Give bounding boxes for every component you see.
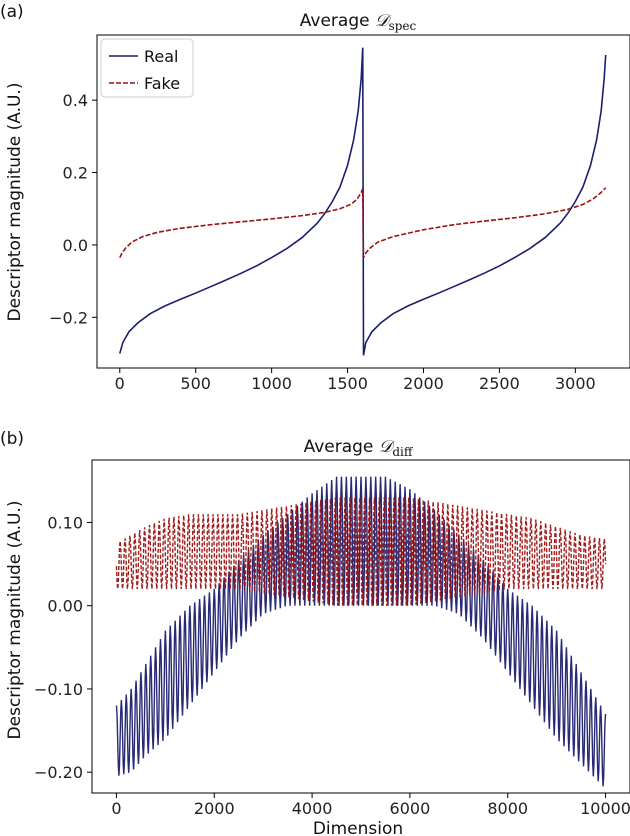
- chart-title-b-subscript: diff: [392, 445, 414, 459]
- series-line-fake: [119, 187, 607, 258]
- y-tick-label: −0.10: [34, 680, 83, 699]
- y-tick-label: 0.4: [63, 91, 88, 110]
- y-tick-label: 0.10: [47, 513, 83, 532]
- y-axis-label-b: Descriptor magnitude (A.U.): [5, 501, 25, 740]
- chart-title-a-symbol: 𝒟: [375, 11, 392, 31]
- x-tick-label: 1000: [251, 374, 292, 393]
- x-tick-label: 0: [111, 799, 121, 818]
- panel-diff-chart: (b) Average 𝒟diff Descriptor magnitude (…: [0, 429, 630, 836]
- plot-area-b: [115, 476, 607, 787]
- chart-title-a-prefix: Average: [300, 11, 375, 31]
- y-tick-label: 0.2: [63, 164, 88, 183]
- x-ticks-b: 0 2000 4000 6000 8000 10000: [111, 793, 630, 818]
- series-line-fake: [115, 497, 607, 606]
- y-ticks-b: −0.20 −0.10 0.00 0.10: [34, 513, 92, 782]
- panel-label-a: (a): [0, 2, 24, 22]
- x-tick-label: 500: [180, 374, 211, 393]
- y-tick-label: −0.20: [34, 763, 83, 782]
- legend: Real Fake: [100, 38, 194, 98]
- y-tick-label: −0.2: [49, 308, 88, 327]
- x-tick-label: 6000: [390, 799, 431, 818]
- chart-title-a: Average 𝒟spec: [300, 11, 417, 33]
- x-tick-label: 8000: [487, 799, 528, 818]
- chart-title-b-symbol: 𝒟: [379, 437, 396, 457]
- chart-title-a-subscript: spec: [389, 19, 417, 33]
- x-tick-label: 2000: [194, 799, 235, 818]
- y-ticks-a: −0.2 0.0 0.2 0.4: [49, 91, 97, 327]
- x-tick-label: 2500: [479, 374, 520, 393]
- x-tick-label: 3000: [555, 374, 596, 393]
- y-tick-label: 0.00: [47, 597, 83, 616]
- axes-frame-b: [91, 459, 630, 794]
- chart-title-b-prefix: Average: [304, 437, 379, 457]
- plot-area-a: [119, 47, 607, 356]
- x-tick-label: 4000: [292, 799, 333, 818]
- legend-fake-label: Fake: [144, 74, 180, 93]
- panel-spec-chart: (a) Average 𝒟spec Descriptor magnitude (…: [0, 2, 630, 393]
- series-line-real: [115, 476, 607, 787]
- legend-real-label: Real: [144, 47, 179, 66]
- x-tick-label: 10000: [580, 799, 630, 818]
- y-axis-label-a: Descriptor magnitude (A.U.): [5, 83, 25, 322]
- panel-label-b: (b): [0, 429, 24, 449]
- x-axis-label-b: Dimension: [313, 819, 403, 836]
- x-tick-label: 2000: [403, 374, 444, 393]
- y-tick-label: 0.0: [63, 236, 88, 255]
- chart-title-b: Average 𝒟diff: [304, 437, 414, 459]
- x-ticks-a: 0 500 1000 1500 2000 2500 3000: [115, 368, 596, 393]
- axes-frame-a: [96, 34, 630, 369]
- x-tick-label: 1500: [327, 374, 368, 393]
- x-tick-label: 0: [115, 374, 125, 393]
